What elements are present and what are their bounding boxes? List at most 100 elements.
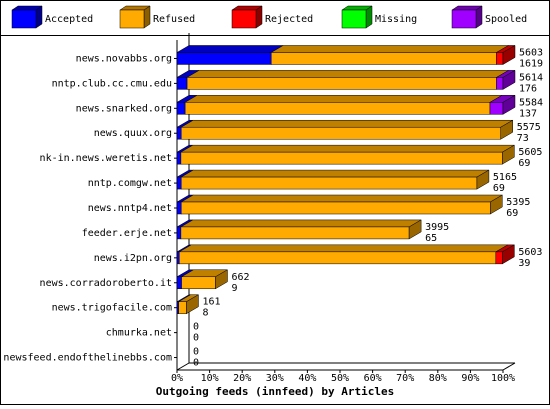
accepted-label: 9 [231, 283, 237, 294]
y-tick-label: news.novabbs.org [76, 53, 172, 64]
y-tick-label: news.corradoroberto.it [40, 278, 172, 289]
bar [180, 151, 503, 165]
bar [186, 77, 497, 90]
x-tick-label: 20% [233, 373, 251, 384]
legend-label: Spooled [485, 14, 527, 25]
legend-swatch [119, 9, 145, 29]
bar-top [179, 144, 516, 153]
bar [180, 201, 491, 215]
offered-label: 5575 [517, 122, 541, 133]
bar-side [490, 194, 503, 215]
bar [176, 77, 188, 90]
accepted-label: 137 [519, 108, 537, 119]
legend-label: Refused [153, 14, 195, 25]
bar-side [502, 94, 516, 115]
offered-label: 5603 [518, 247, 542, 258]
bar [181, 276, 216, 290]
x-tick-label: 80% [429, 373, 447, 384]
y-tick-label: nntp.comgw.net [88, 178, 172, 189]
accepted-label: 69 [506, 208, 518, 219]
offered-label: 5603 [519, 47, 543, 58]
accepted-label: 0 [193, 333, 199, 344]
legend-label: Missing [375, 14, 417, 25]
x-tick-label: 50% [331, 373, 349, 384]
bar [176, 52, 272, 65]
y-tick-label: chmurka.net [106, 328, 172, 339]
y-tick-label: news.nntp4.net [88, 203, 172, 214]
accepted-label: 39 [518, 258, 530, 269]
accepted-label: 176 [519, 83, 537, 94]
accepted-label: 65 [425, 233, 437, 244]
y-tick-label: nntp.club.cc.cmu.edu [52, 78, 172, 89]
y-tick-label: nk-in.news.weretis.net [40, 153, 172, 164]
bar [496, 77, 504, 90]
legend-swatch [341, 9, 367, 29]
x-tick-label: 90% [461, 373, 479, 384]
bar-top [270, 45, 510, 53]
accepted-label: 0 [193, 358, 199, 369]
bar [176, 102, 186, 115]
bar-side [500, 119, 513, 140]
bar [496, 52, 504, 65]
bar [176, 226, 182, 240]
x-tick-label: 40% [298, 373, 316, 384]
offered-label: 662 [231, 272, 249, 283]
bar [489, 102, 504, 115]
bar-top [186, 70, 510, 78]
accepted-label: 73 [517, 133, 529, 144]
accepted-label: 69 [518, 158, 530, 169]
bar-side [186, 294, 199, 315]
y-tick-label: news.quux.org [94, 128, 172, 139]
bar-side [502, 144, 515, 165]
bar-side [215, 269, 228, 290]
bar [184, 102, 491, 115]
bar-top [184, 95, 503, 103]
bar-top [179, 219, 423, 228]
chart-title: Outgoing feeds (innfeed) by Articles [156, 385, 394, 398]
offered-label: 5614 [519, 72, 543, 83]
bar-side [476, 169, 490, 190]
bar [176, 176, 182, 190]
bar [176, 276, 182, 290]
accepted-label: 1619 [519, 58, 543, 69]
legend-swatch-side [255, 5, 263, 29]
legend-label: Accepted [45, 14, 93, 25]
y-tick-label: news.trigofacile.com [52, 303, 172, 314]
x-tick-label: 10% [201, 373, 219, 384]
bar-top [176, 45, 285, 53]
x-tick-label: 60% [364, 373, 382, 384]
bar-side [502, 244, 515, 265]
bar [176, 151, 182, 165]
bar-top [180, 169, 490, 178]
legend-swatch-side [365, 5, 373, 29]
offered-label: 5165 [493, 172, 517, 183]
offered-label: 5605 [518, 147, 542, 158]
bar [179, 251, 497, 265]
legend-swatch [231, 9, 257, 29]
legend-swatch-side [143, 5, 151, 29]
bar [180, 176, 478, 190]
x-tick-label: 30% [266, 373, 284, 384]
bar [180, 226, 410, 240]
x-tick-label: 100% [491, 373, 515, 384]
legend-swatch [451, 9, 477, 29]
y-tick-label: news.i2pn.org [94, 253, 172, 264]
offered-label: 0 [193, 347, 199, 358]
bar-side [502, 69, 516, 90]
x-tick-label: 0% [171, 373, 183, 384]
offered-label: 5395 [506, 197, 530, 208]
x-axis-depth [502, 362, 516, 371]
bar-top [180, 119, 514, 128]
offered-label: 0 [193, 322, 199, 333]
x-axis-depth [176, 362, 190, 371]
legend-swatch [11, 9, 37, 29]
legend-label: Rejected [265, 14, 313, 25]
accepted-label: 69 [493, 183, 505, 194]
bar-side [502, 45, 516, 65]
bar-top [180, 194, 504, 203]
offered-label: 161 [202, 297, 220, 308]
bar-side [408, 219, 422, 240]
bar [495, 251, 503, 265]
